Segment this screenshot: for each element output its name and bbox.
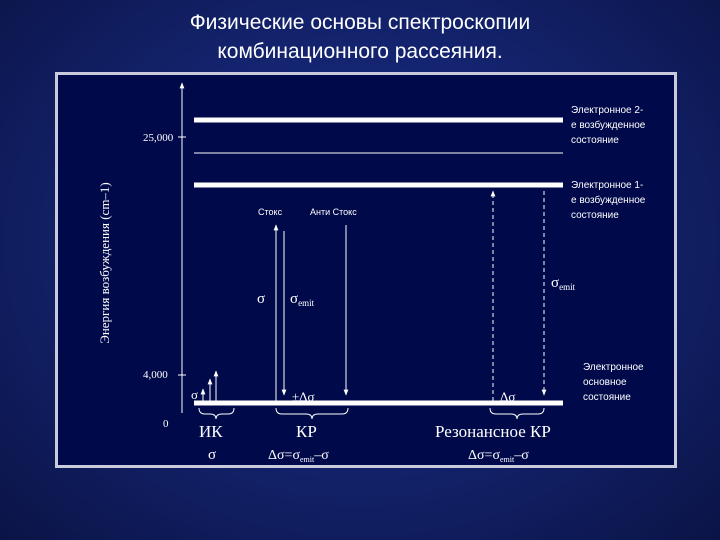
svg-text:Электронное 1-: Электронное 1- — [571, 180, 643, 191]
energy-level-diagram: Энергия возбуждения (cm–1) 25,000 4,000 … — [55, 72, 677, 468]
section-raman-title: КР — [296, 422, 317, 441]
svg-text:Электронное 2-: Электронное 2- — [571, 105, 643, 116]
section-raman-formula: Δσ=σemit–σ — [268, 448, 329, 464]
svg-text:состояние: состояние — [571, 210, 619, 221]
label-excited-2: Электронное 2- е возбужденное состояние — [571, 105, 646, 146]
resonance-brace — [489, 407, 545, 420]
section-resonance-formula: Δσ=σemit–σ — [468, 448, 529, 464]
diagram-svg: Энергия возбуждения (cm–1) 25,000 4,000 … — [97, 82, 646, 464]
svg-text:состояние: состояние — [583, 392, 631, 403]
slide-title-line-1: Физические основы спектроскопии — [189, 11, 531, 34]
label-ground: Электронное основное состояние — [583, 362, 644, 403]
label-excited-1: Электронное 1- е возбужденное состояние — [571, 180, 646, 221]
svg-text:е возбужденное: е возбужденное — [571, 194, 646, 206]
svg-text:основное: основное — [583, 377, 627, 388]
tick-label-0: 0 — [163, 418, 169, 430]
section-resonance-title: Резонансное КР — [435, 422, 551, 441]
section-ir-formula: σ — [208, 447, 216, 463]
svg-text:е возбужденное: е возбужденное — [571, 119, 646, 131]
svg-text:состояние: состояние — [571, 135, 619, 146]
raman-delta-sigma: ±Δσ — [292, 389, 315, 404]
resonance-sigma-emit: σemit — [551, 275, 576, 292]
raman-brace — [275, 407, 349, 420]
ir-sigma: σ — [191, 387, 198, 402]
raman-sigma-emit: σemit — [290, 291, 315, 308]
stokes-label: Стокс — [258, 207, 283, 217]
slide-title: Физические основы спектроскопии комбинац… — [0, 8, 720, 66]
antistokes-label: Анти Стокс — [310, 207, 357, 217]
slide-title-line-2: комбинационного рассеяния. — [217, 40, 503, 63]
tick-label-4000: 4,000 — [143, 369, 168, 381]
section-ir-title: ИК — [199, 422, 223, 441]
raman-sigma: σ — [257, 291, 265, 307]
resonance-delta-sigma: Δσ — [500, 389, 515, 404]
ir-brace — [198, 407, 235, 420]
tick-label-25000: 25,000 — [143, 132, 174, 144]
svg-text:Электронное: Электронное — [583, 362, 644, 373]
y-axis-label: Энергия возбуждения (cm–1) — [97, 182, 112, 344]
